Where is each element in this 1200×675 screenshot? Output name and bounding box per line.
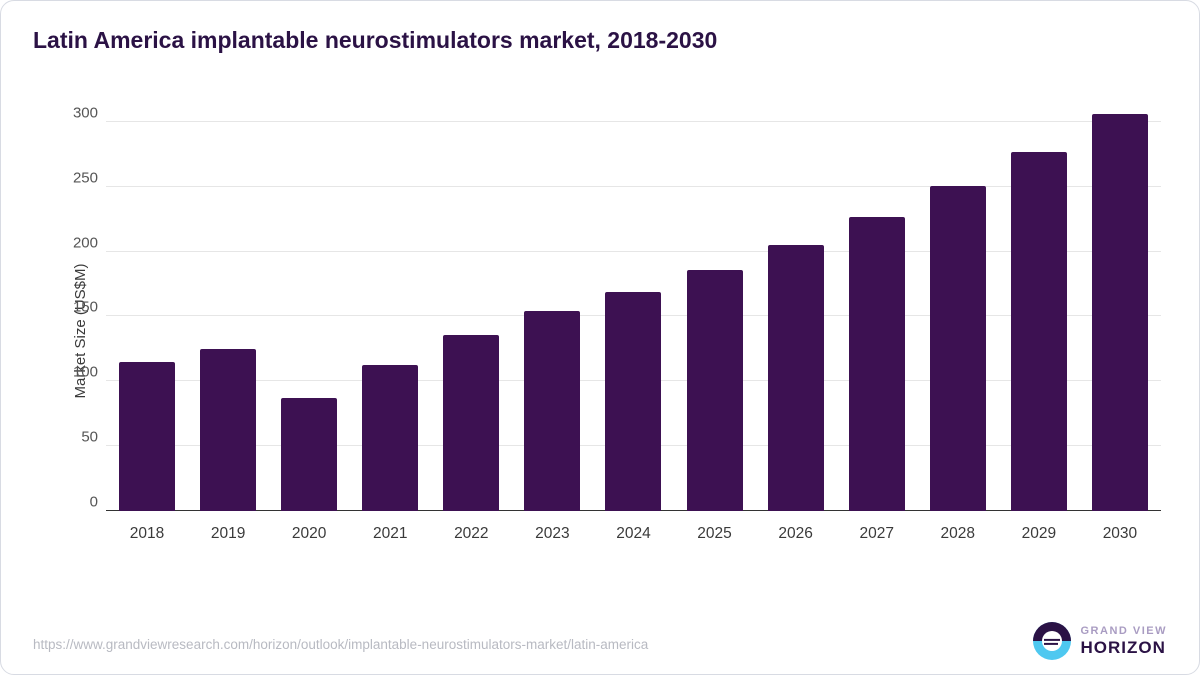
x-label-2028: 2028	[941, 525, 975, 543]
x-label-2029: 2029	[1022, 525, 1056, 543]
x-label-2022: 2022	[454, 525, 488, 543]
bar-2027[interactable]	[849, 217, 905, 511]
brand-logo: GRAND VIEW HORIZON	[1033, 622, 1168, 660]
ytick-label-100: 100	[58, 364, 98, 381]
brand-logo-icon	[1033, 622, 1071, 660]
plot-area: 0 50 100 150 200 250 300 2018 2	[106, 96, 1161, 511]
bars-container: 2018 2019 2020 2021 2022	[106, 96, 1161, 511]
bar-col-2027: 2027	[846, 96, 908, 511]
bar-2020[interactable]	[281, 398, 337, 511]
x-label-2019: 2019	[211, 525, 245, 543]
bar-col-2028: 2028	[927, 96, 989, 511]
x-label-2024: 2024	[616, 525, 650, 543]
bar-col-2019: 2019	[197, 96, 259, 511]
ytick-label-300: 300	[58, 104, 98, 121]
brand-logo-text: GRAND VIEW HORIZON	[1081, 625, 1168, 657]
footer-url[interactable]: https://www.grandviewresearch.com/horizo…	[33, 637, 648, 652]
x-label-2026: 2026	[778, 525, 812, 543]
x-label-2027: 2027	[859, 525, 893, 543]
bar-col-2022: 2022	[440, 96, 502, 511]
ytick-label-150: 150	[58, 299, 98, 316]
ytick-label-250: 250	[58, 169, 98, 186]
bar-col-2023: 2023	[521, 96, 583, 511]
chart-area: Market Size (US$M) 0 50 100 150 200 250 …	[31, 96, 1171, 566]
x-label-2023: 2023	[535, 525, 569, 543]
bar-2028[interactable]	[930, 186, 986, 511]
brand-logo-line1: GRAND VIEW	[1081, 625, 1168, 638]
bar-col-2018: 2018	[116, 96, 178, 511]
bar-2019[interactable]	[200, 349, 256, 511]
ytick-label-50: 50	[58, 429, 98, 446]
x-label-2020: 2020	[292, 525, 326, 543]
bar-2025[interactable]	[687, 270, 743, 511]
x-label-2025: 2025	[697, 525, 731, 543]
bar-2024[interactable]	[605, 292, 661, 511]
bar-col-2030: 2030	[1089, 96, 1151, 511]
brand-logo-line2: HORIZON	[1081, 638, 1168, 658]
bar-2021[interactable]	[362, 365, 418, 511]
bar-2022[interactable]	[443, 335, 499, 511]
bar-2029[interactable]	[1011, 152, 1067, 511]
x-label-2018: 2018	[130, 525, 164, 543]
ytick-label-0: 0	[58, 494, 98, 511]
bar-col-2024: 2024	[602, 96, 664, 511]
bar-2030[interactable]	[1092, 114, 1148, 511]
bar-col-2026: 2026	[765, 96, 827, 511]
bar-col-2029: 2029	[1008, 96, 1070, 511]
x-label-2030: 2030	[1103, 525, 1137, 543]
bar-2026[interactable]	[768, 245, 824, 511]
bar-2023[interactable]	[524, 311, 580, 511]
bar-col-2021: 2021	[359, 96, 421, 511]
chart-title: Latin America implantable neurostimulato…	[33, 27, 717, 54]
bar-col-2020: 2020	[278, 96, 340, 511]
ytick-label-200: 200	[58, 234, 98, 251]
bar-2018[interactable]	[119, 362, 175, 511]
bar-col-2025: 2025	[684, 96, 746, 511]
x-label-2021: 2021	[373, 525, 407, 543]
chart-card: Latin America implantable neurostimulato…	[0, 0, 1200, 675]
